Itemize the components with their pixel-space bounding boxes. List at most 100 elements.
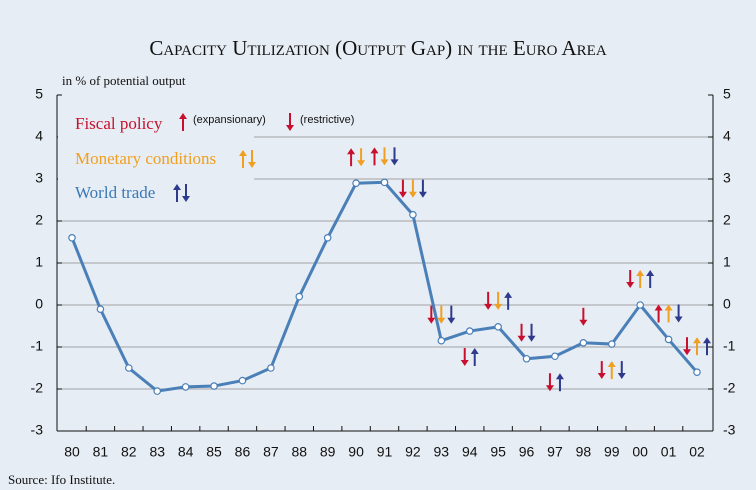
arrow-head xyxy=(654,304,663,311)
data-point xyxy=(323,234,332,242)
x-tick-label: 94 xyxy=(462,444,478,460)
data-point xyxy=(522,354,531,363)
chart-title: Capacity Utilization (Output Gap) in the… xyxy=(149,36,607,60)
arrow-up xyxy=(470,348,479,367)
arrow-up xyxy=(347,148,356,167)
x-tick-label: 80 xyxy=(64,444,80,460)
x-tick-label: 91 xyxy=(377,444,393,460)
data-point xyxy=(494,323,502,331)
arrow-down xyxy=(494,291,503,310)
arrow-head xyxy=(683,349,691,356)
y2-tick-label: 0 xyxy=(723,296,731,312)
arrow-up xyxy=(607,361,616,380)
arrow-down xyxy=(437,305,446,324)
x-tick-label: 88 xyxy=(291,444,307,460)
arrow-down xyxy=(182,184,190,202)
arrow-down xyxy=(484,291,493,310)
x-tick-label: 97 xyxy=(547,444,563,460)
x-tick-label: 01 xyxy=(661,444,677,460)
arrow-up xyxy=(370,147,379,166)
arrow-head xyxy=(545,385,554,392)
source: Source: Ifo Institute. xyxy=(8,472,115,487)
arrow-up xyxy=(664,304,673,323)
arrow-head xyxy=(597,373,606,380)
arrow-head xyxy=(470,348,479,355)
legend-restrictive: (restrictive) xyxy=(300,114,354,126)
arrow-down xyxy=(380,147,389,166)
arrow-head xyxy=(447,317,456,324)
arrow-down xyxy=(617,361,626,380)
arrow-head xyxy=(418,191,427,198)
arrow-head xyxy=(380,159,389,166)
y-tick-label: -2 xyxy=(31,380,44,396)
arrow-down xyxy=(447,305,456,324)
arrow-down xyxy=(418,179,427,198)
arrow-head xyxy=(484,303,493,310)
arrow-head xyxy=(427,317,436,324)
data-point xyxy=(153,387,162,395)
arrow-head xyxy=(248,162,256,168)
x-tick-label: 02 xyxy=(689,444,705,460)
legend-monetary: Monetary conditions xyxy=(75,149,216,168)
arrow-head xyxy=(636,270,645,276)
arrow-down xyxy=(390,147,399,166)
x-tick-label: 90 xyxy=(348,444,364,460)
arrow-head xyxy=(286,125,294,131)
arrow-head xyxy=(408,191,417,198)
arrow-head xyxy=(179,113,187,119)
arrow-head xyxy=(693,337,701,344)
arrow-up xyxy=(646,270,655,288)
arrow-down xyxy=(286,113,294,131)
x-tick-label: 89 xyxy=(320,444,336,460)
arrow-down xyxy=(626,270,635,288)
x-tick-label: 98 xyxy=(576,444,592,460)
arrow-head xyxy=(674,316,683,323)
data-point xyxy=(664,335,673,344)
legend-trade: World trade xyxy=(75,183,155,202)
legend-expansionary: (expansionary) xyxy=(193,114,266,126)
arrow-head xyxy=(173,184,181,190)
y-tick-label: 0 xyxy=(35,296,43,312)
y2-tick-label: 2 xyxy=(723,212,731,228)
arrow-head xyxy=(617,373,626,380)
data-point xyxy=(295,292,304,301)
y-axis-label: in % of potential output xyxy=(62,73,186,88)
arrow-up xyxy=(703,337,711,356)
x-tick-label: 81 xyxy=(93,444,109,460)
arrow-down xyxy=(579,307,588,326)
data-point xyxy=(68,234,76,242)
arrow-up xyxy=(504,291,513,310)
x-tick-label: 82 xyxy=(121,444,137,460)
data-point xyxy=(579,338,588,347)
data-point xyxy=(693,368,701,377)
arrow-head xyxy=(555,373,564,380)
y-tick-label: 2 xyxy=(35,212,43,228)
data-point xyxy=(409,210,417,219)
arrow-head xyxy=(626,282,635,288)
arrow-down xyxy=(427,305,436,324)
data-point xyxy=(96,305,105,314)
y-tick-label: -3 xyxy=(31,422,44,438)
y-tick-label: 1 xyxy=(35,254,43,270)
arrow-head xyxy=(390,159,399,166)
legend-fiscal: Fiscal policy xyxy=(75,114,163,133)
y-tick-label: -1 xyxy=(31,338,44,354)
x-tick-label: 84 xyxy=(178,444,194,460)
arrow-up xyxy=(173,184,181,202)
arrow-down xyxy=(597,361,606,380)
x-tick-label: 96 xyxy=(519,444,535,460)
arrow-head xyxy=(527,335,536,342)
arrow-up xyxy=(179,113,187,131)
x-tick-label: 92 xyxy=(405,444,421,460)
arrow-head xyxy=(357,160,366,167)
y2-tick-label: -2 xyxy=(723,380,736,396)
data-point xyxy=(636,301,644,309)
data-point xyxy=(267,364,275,372)
arrow-head xyxy=(398,191,407,198)
arrow-head xyxy=(504,291,513,298)
data-point xyxy=(238,376,247,385)
arrow-head xyxy=(370,147,379,154)
data-point xyxy=(465,327,474,335)
arrow-up xyxy=(555,373,564,392)
